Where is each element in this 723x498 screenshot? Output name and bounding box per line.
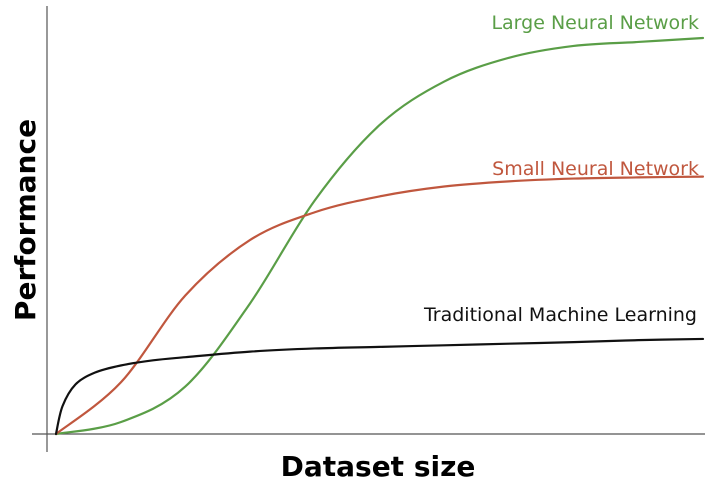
label-layer: Large Neural Network Small Neural Networ… bbox=[423, 12, 699, 326]
series-layer bbox=[54, 36, 705, 436]
series-label-traditional-machine-learning: Traditional Machine Learning bbox=[423, 304, 697, 326]
series-label-small-neural-network: Small Neural Network bbox=[492, 158, 699, 180]
y-axis-title: Performance bbox=[9, 119, 42, 321]
series-line-small-neural-network bbox=[54, 175, 705, 436]
x-axis-title: Dataset size bbox=[281, 450, 476, 483]
series-label-large-neural-network: Large Neural Network bbox=[491, 12, 699, 34]
series-line-large-neural-network bbox=[54, 36, 705, 436]
series-line-traditional-machine-learning bbox=[54, 337, 705, 436]
